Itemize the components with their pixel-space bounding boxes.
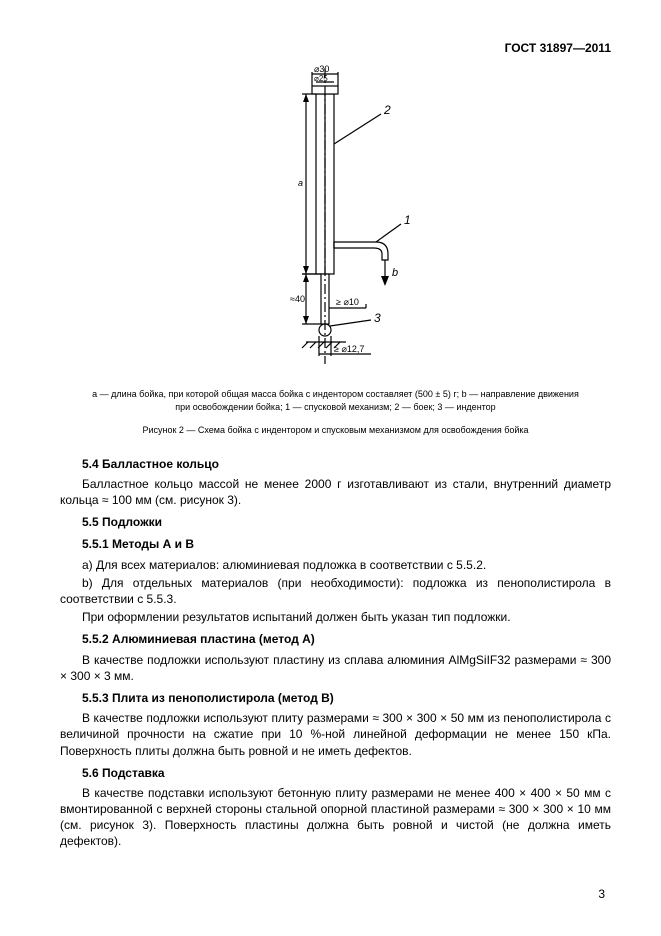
section-5-5-1-note: При оформлении результатов испытаний дол… <box>60 609 611 625</box>
section-5-5-1-b: b) Для отдельных материалов (при необход… <box>60 575 611 607</box>
document-header: ГОСТ 31897—2011 <box>60 40 611 56</box>
section-5-4-title: 5.4 Балластное кольцо <box>60 456 611 472</box>
legend-line1: a — длина бойка, при которой общая масса… <box>92 389 579 399</box>
section-5-5-1-a: a) Для всех материалов: алюминиевая подл… <box>60 557 611 573</box>
section-5-5-title: 5.5 Подложки <box>60 514 611 530</box>
section-5-5-1-title: 5.5.1 Методы А и В <box>60 536 611 552</box>
figure-2: ⌀30 ⌀25 a 2 1 <box>60 64 611 378</box>
section-5-4-para: Балластное кольцо массой не менее 2000 г… <box>60 476 611 508</box>
dim-d10: ≥ ⌀10 <box>336 297 359 307</box>
figure-caption: Рисунок 2 — Схема бойка с индентором и с… <box>60 424 611 436</box>
dim-d25: ⌀25 <box>314 74 328 83</box>
callout-1: 1 <box>404 213 411 227</box>
section-5-5-3-para: В качестве подложки используют плиту раз… <box>60 710 611 759</box>
dim-40: ≈40 <box>290 294 305 304</box>
section-5-5-2-title: 5.5.2 Алюминиевая пластина (метод А) <box>60 631 611 647</box>
label-b: b <box>392 267 398 279</box>
legend-line2: при освобождении бойка; 1 — спусковой ме… <box>175 402 495 412</box>
page-number: 3 <box>598 886 605 902</box>
section-5-5-3-title: 5.5.3 Плита из пенополистирола (метод В) <box>60 690 611 706</box>
dim-d30: ⌀30 <box>314 64 329 74</box>
callout-3: 3 <box>374 311 381 325</box>
dim-d127: ≥ ⌀12,7 <box>334 344 364 354</box>
dim-a: a <box>298 178 303 188</box>
section-5-5-2-para: В качестве подложки используют пластину … <box>60 652 611 684</box>
section-5-6-title: 5.6 Подставка <box>60 765 611 781</box>
figure-legend: a — длина бойка, при которой общая масса… <box>60 388 611 413</box>
callout-2: 2 <box>383 103 391 117</box>
section-5-6-para: В качестве подставки используют бетонную… <box>60 785 611 850</box>
